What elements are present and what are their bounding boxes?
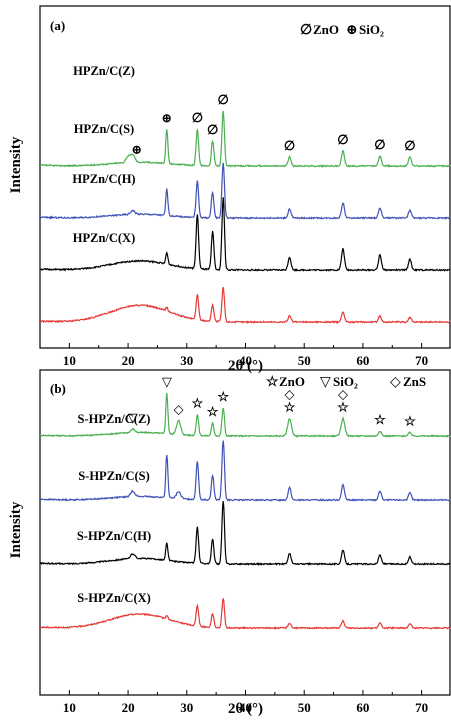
x-axis-title: 2θ (°) [228, 358, 263, 374]
peak-marker: ∅ [218, 92, 229, 107]
peak-marker: ∅ [337, 132, 348, 147]
peak-marker: ☆ [207, 404, 219, 419]
peak-marker: ☆ [217, 389, 229, 404]
peak-marker: ∅ [284, 138, 295, 153]
x-tick-label: 30 [180, 353, 193, 368]
x-tick-label: 70 [415, 700, 428, 715]
peak-marker: ☆ [192, 396, 204, 411]
legend-label: SiO₂ [359, 22, 384, 37]
x-tick-label: 40 [239, 353, 252, 368]
peak-marker: ⊕ [161, 110, 172, 125]
peak-marker: ⊕ [131, 142, 142, 157]
peak-marker: ▽ [162, 374, 172, 389]
series-label: S-HPZn/C(Z) [78, 412, 151, 426]
peak-marker: ▽ [128, 410, 138, 425]
x-tick-label: 10 [63, 700, 76, 715]
peak-marker: ∅ [374, 137, 385, 152]
x-tick-label: 20 [122, 353, 135, 368]
peak-marker: ∅ [207, 122, 218, 137]
series-label: S-HPZn/C(H) [77, 529, 151, 543]
peak-marker: ☆ [374, 412, 386, 427]
y-axis-title: Intensity [8, 501, 24, 558]
peak-marker: ☆ [284, 400, 296, 415]
legend: ∅ ZnO ⊕ SiO₂ [300, 22, 384, 38]
x-tick-label: 70 [415, 353, 428, 368]
panel-label: (b) [50, 381, 66, 396]
series-line-hpzn-c-z- [39, 110, 451, 169]
legend-symbol: ∅ [300, 23, 312, 38]
x-tick-label: 60 [356, 700, 369, 715]
x-axis-title: 2θ (°) [228, 701, 263, 717]
series-line-hpzn-c-s- [39, 162, 451, 220]
series-line-s-hpzn-c-z- [39, 393, 451, 438]
x-tick-label: 60 [356, 353, 369, 368]
series-label: HPZn/C(S) [74, 122, 134, 136]
legend-label: ZnO [313, 22, 339, 37]
series-label: S-HPZn/C(X) [77, 591, 151, 605]
legend: ☆ ZnO ▽ SiO₂ ◇ ZnS [266, 374, 426, 390]
series-line-s-hpzn-c-h- [39, 500, 451, 566]
panel-label: (a) [50, 18, 65, 33]
series-label: HPZn/C(H) [72, 172, 135, 186]
legend-label: SiO₂ [333, 374, 358, 389]
peak-marker: ∅ [404, 138, 415, 153]
series-line-s-hpzn-c-s- [39, 440, 451, 502]
series-label: HPZn/C(Z) [73, 64, 135, 78]
legend-symbol: ▽ [320, 375, 331, 390]
series-line-s-hpzn-c-x- [39, 598, 451, 630]
series-line-hpzn-c-x- [39, 286, 451, 324]
peak-marker: ∅ [192, 110, 203, 125]
series-line-hpzn-c-h- [39, 197, 451, 272]
x-tick-label: 40 [239, 700, 252, 715]
peak-marker: ◇ [285, 387, 295, 402]
series-label: HPZn/C(X) [73, 231, 136, 245]
legend-symbol: ☆ [266, 374, 279, 390]
x-tick-label: 50 [298, 700, 311, 715]
x-tick-label: 20 [122, 700, 135, 715]
legend-label: ZnO [279, 374, 305, 389]
peak-marker: ☆ [337, 400, 349, 415]
x-tick-label: 30 [180, 700, 193, 715]
legend-label: ZnS [403, 374, 426, 389]
peak-marker: ◇ [338, 387, 348, 402]
legend-symbol: ⊕ [346, 23, 358, 38]
series-label: S-HPZn/C(S) [78, 469, 150, 483]
legend-symbol: ◇ [390, 375, 401, 390]
x-tick-label: 10 [63, 353, 76, 368]
peak-marker: ☆ [404, 414, 416, 429]
y-axis-title: Intensity [8, 136, 24, 193]
peak-marker: ◇ [174, 402, 184, 417]
x-tick-label: 50 [298, 353, 311, 368]
